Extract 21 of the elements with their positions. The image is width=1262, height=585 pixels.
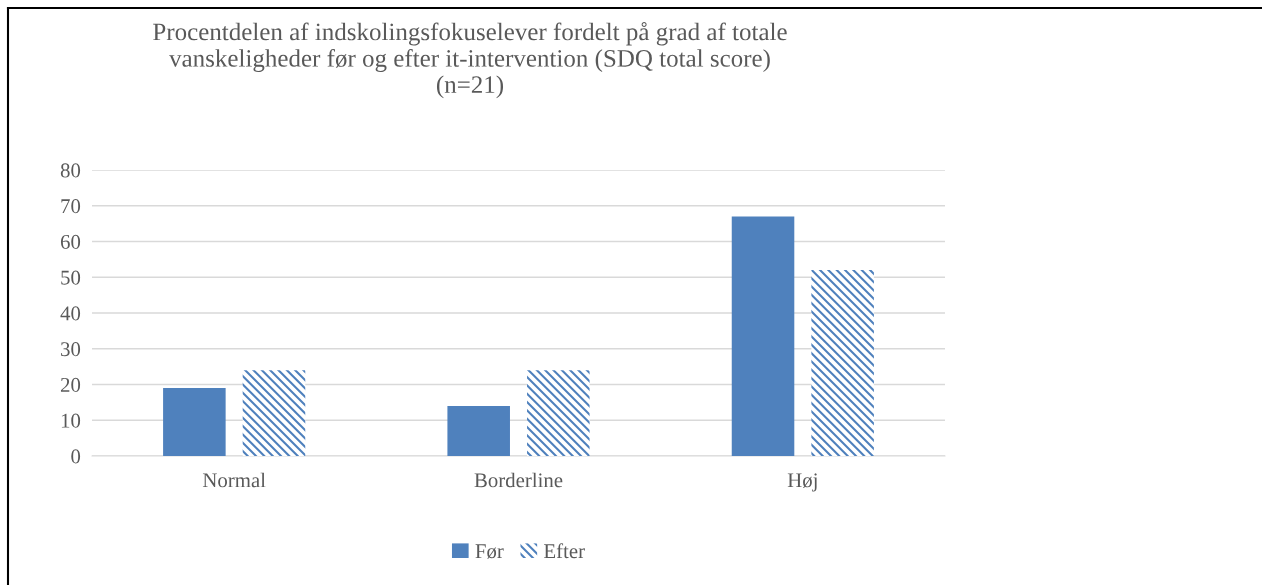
- y-tick-label: 70: [61, 199, 81, 214]
- y-tick-label: 50: [61, 270, 81, 285]
- y-tick-label: 40: [60, 306, 81, 321]
- bar: [242, 370, 306, 456]
- bar: [731, 216, 795, 456]
- bar: [527, 370, 590, 456]
- y-tick-label: 10: [61, 413, 81, 428]
- x-tick-label: Borderline: [474, 472, 563, 488]
- x-tick-label: Høj: [787, 473, 817, 492]
- bar: [163, 388, 226, 456]
- y-tick-label: 80: [60, 163, 81, 178]
- legend-label: Før: [475, 544, 504, 559]
- y-tick-label: 0: [71, 449, 81, 464]
- y-tick-label: 30: [61, 342, 81, 357]
- chart-title: Procentdelen af indskolingsfokuselever fordelt på grad af totale vanskeligheder før og efter it-intervention (SDQ total score) (n=21): [153, 22, 787, 99]
- bar: [811, 270, 874, 456]
- bar: [447, 405, 510, 456]
- y-tick-label: 20: [60, 377, 81, 392]
- legend-label: Efter: [544, 543, 585, 559]
- y-tick-label: 60: [60, 234, 81, 249]
- x-tick-label: Normal: [202, 472, 266, 488]
